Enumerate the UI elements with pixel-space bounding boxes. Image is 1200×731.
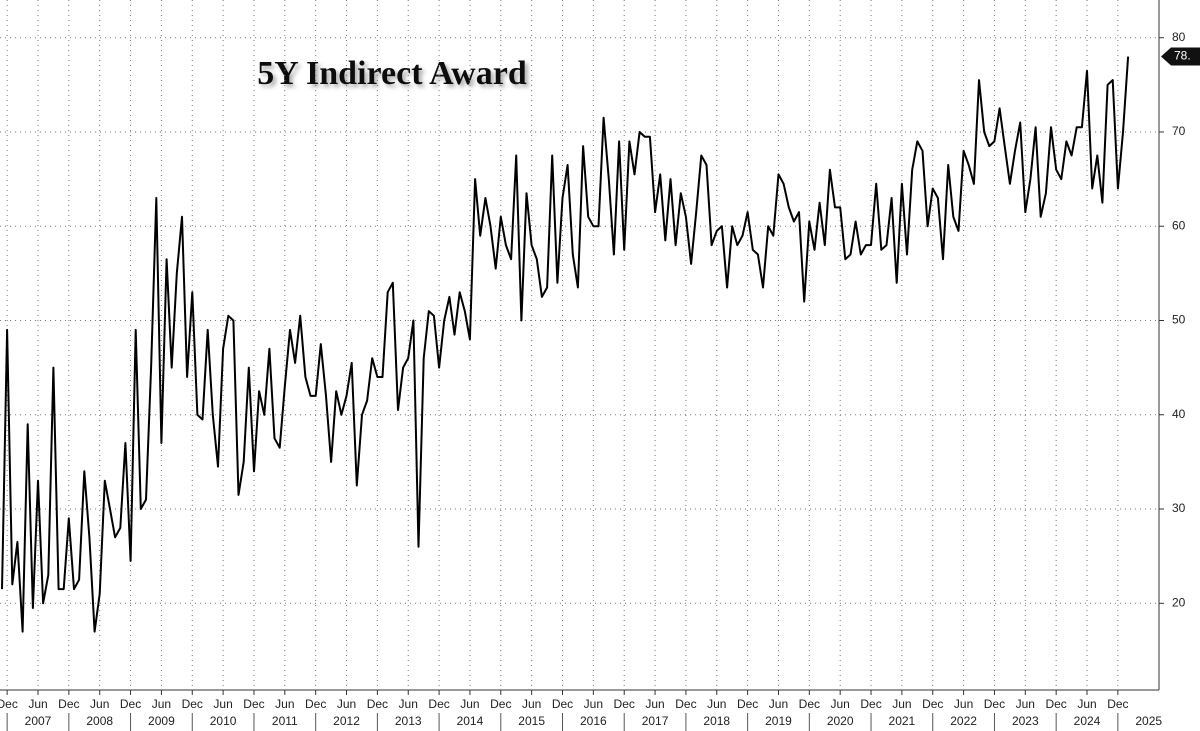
x-tick-label: Jun (275, 697, 294, 711)
year-label: 2021 (889, 714, 916, 728)
year-label: 2012 (333, 714, 360, 728)
x-tick-label: Jun (584, 697, 603, 711)
year-label: 2017 (642, 714, 669, 728)
x-tick-label: Dec (120, 697, 141, 711)
x-tick-label: Dec (58, 697, 79, 711)
x-tick-label: Jun (645, 697, 664, 711)
x-tick-label: Dec (799, 697, 820, 711)
x-tick-label: Jun (769, 697, 788, 711)
year-label: 2024 (1074, 714, 1101, 728)
y-tick-label: 50 (1172, 313, 1186, 327)
x-tick-label: Jun (152, 697, 171, 711)
y-tick-label: 30 (1172, 501, 1186, 515)
x-tick-label: Dec (614, 697, 635, 711)
year-label: 2018 (703, 714, 730, 728)
x-tick-label: Jun (28, 697, 47, 711)
y-tick-label: 60 (1172, 218, 1186, 232)
x-tick-label: Dec (675, 697, 696, 711)
year-label: 2022 (950, 714, 977, 728)
year-label: 2008 (86, 714, 113, 728)
year-label: 2007 (25, 714, 52, 728)
last-value-label: 78. (1174, 49, 1191, 63)
year-label: 2014 (457, 714, 484, 728)
x-tick-label: Jun (1077, 697, 1096, 711)
year-label: 2009 (148, 714, 175, 728)
year-label: 2011 (272, 714, 298, 728)
y-tick-label: 70 (1172, 124, 1186, 138)
x-tick-label: Dec (984, 697, 1005, 711)
x-tick-label: Dec (552, 697, 573, 711)
year-label: 2020 (827, 714, 854, 728)
x-tick-label: Jun (522, 697, 541, 711)
x-tick-label: Dec (1107, 697, 1128, 711)
x-tick-label: Dec (1045, 697, 1066, 711)
x-tick-label: Jun (90, 697, 109, 711)
x-tick-label: Dec (428, 697, 449, 711)
x-tick-label: Jun (892, 697, 911, 711)
year-label: 2013 (395, 714, 422, 728)
x-tick-label: Jun (213, 697, 232, 711)
x-tick-label: Dec (922, 697, 943, 711)
line (1, 56, 1130, 633)
chart-title: 5Y Indirect Award (257, 55, 527, 92)
y-tick-label: 80 (1172, 30, 1186, 44)
x-tick-label: Dec (490, 697, 511, 711)
x-tick-label: Dec (182, 697, 203, 711)
x-tick-label: Dec (737, 697, 758, 711)
x-tick-label: Dec (367, 697, 388, 711)
year-label: 2016 (580, 714, 607, 728)
y-tick-label: 20 (1172, 595, 1186, 609)
x-tick-label: Jun (831, 697, 850, 711)
x-tick-label: Jun (1016, 697, 1035, 711)
year-label: 2023 (1012, 714, 1039, 728)
x-tick-label: Dec (860, 697, 881, 711)
x-tick-label: Jun (460, 697, 479, 711)
x-tick-label: Dec (305, 697, 326, 711)
x-tick-label: Jun (399, 697, 418, 711)
x-tick-label: Dec (0, 697, 18, 711)
x-tick-label: Dec (243, 697, 264, 711)
year-label: 2025 (1135, 714, 1162, 728)
x-tick-label: Jun (707, 697, 726, 711)
year-label: 2015 (518, 714, 545, 728)
last-value-box (1161, 47, 1200, 66)
year-label: 2019 (765, 714, 792, 728)
y-tick-label: 40 (1172, 407, 1186, 421)
year-label: 2010 (210, 714, 237, 728)
x-tick-label: Jun (337, 697, 356, 711)
x-tick-label: Jun (954, 697, 973, 711)
